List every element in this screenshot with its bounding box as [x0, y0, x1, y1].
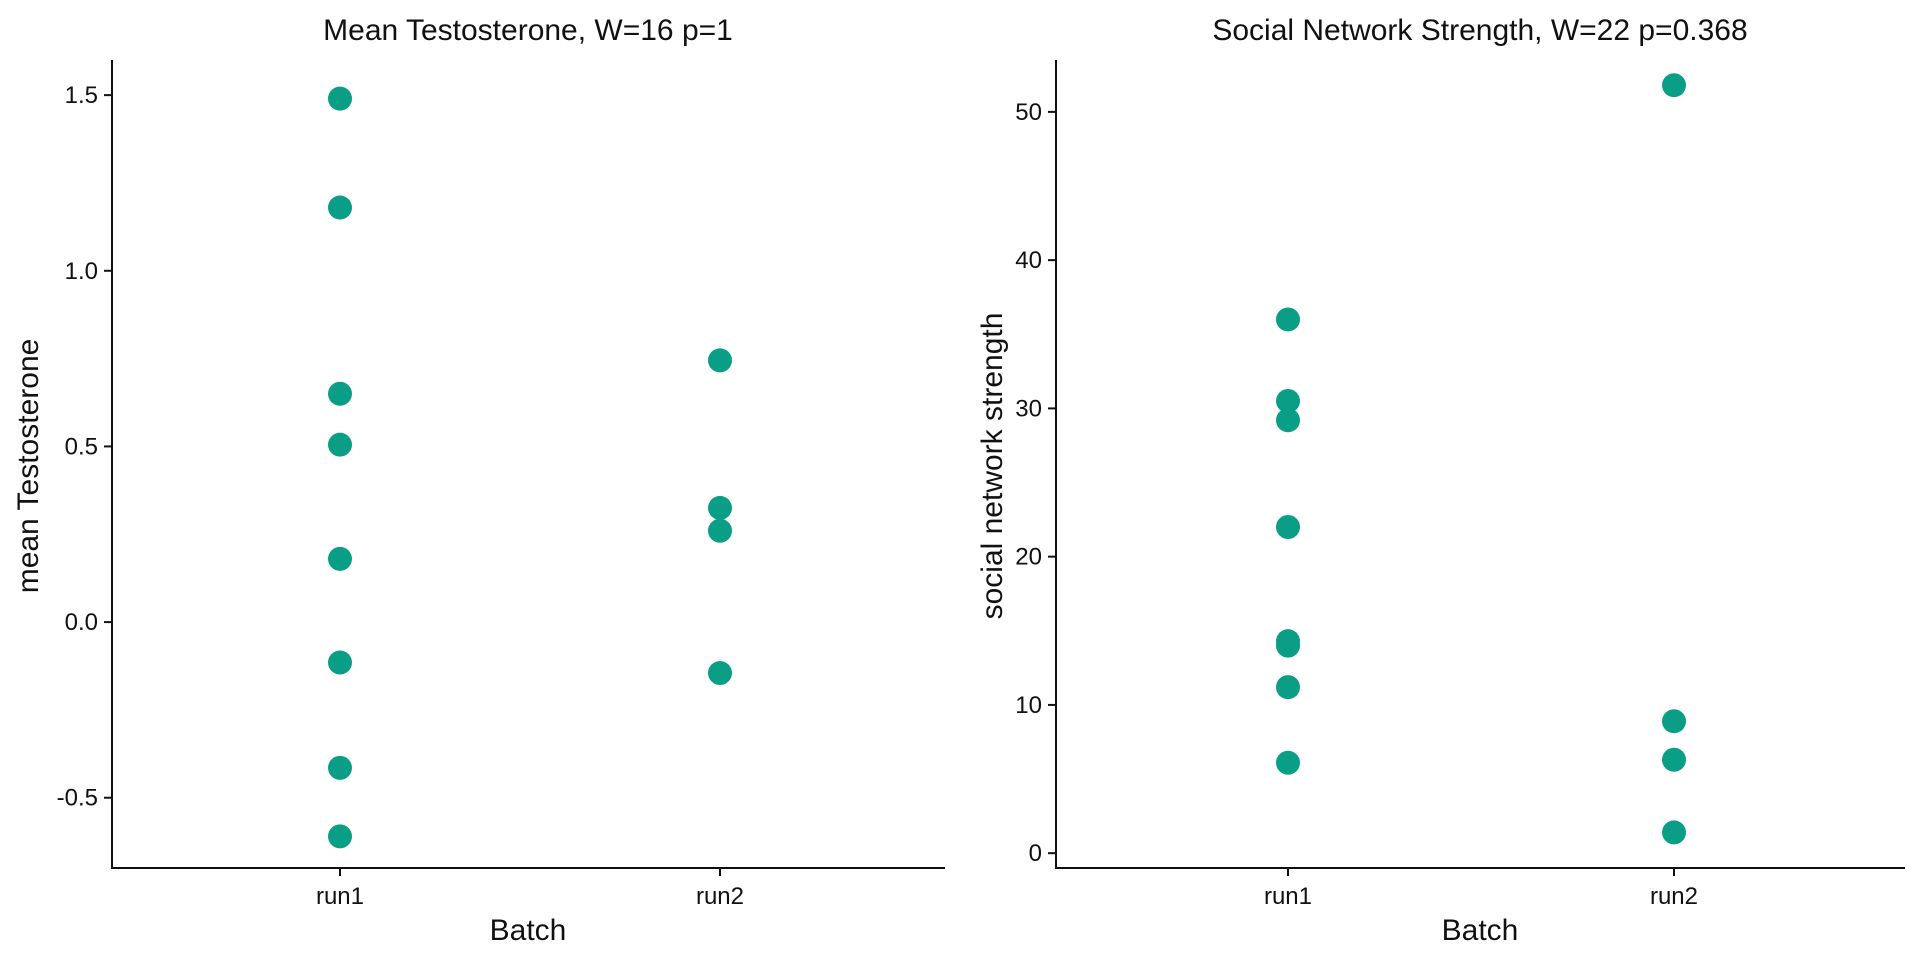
- data-point: [708, 661, 732, 686]
- data-point: [1276, 388, 1300, 413]
- x-axis-label: Batch: [1442, 914, 1519, 947]
- y-tick-label: 30: [1015, 395, 1042, 422]
- y-axis-label: mean Testosterone: [12, 339, 45, 594]
- y-tick-label: 40: [1015, 247, 1042, 274]
- data-point: [1276, 307, 1300, 332]
- x-tick-label: run2: [696, 883, 744, 910]
- data-point: [328, 381, 352, 406]
- y-tick-label: 0.0: [65, 609, 98, 636]
- y-tick-label: 0.5: [65, 433, 98, 460]
- data-point: [328, 824, 352, 849]
- data-point: [328, 195, 352, 220]
- x-tick-label: run2: [1650, 883, 1698, 910]
- y-tick-label: 10: [1015, 692, 1042, 719]
- panel-social-network-strength: Social Network Strength, W=22 p=0.368 so…: [976, 14, 1905, 947]
- data-point: [1276, 515, 1300, 540]
- chart-title: Mean Testosterone, W=16 p=1: [323, 14, 733, 47]
- data-point: [708, 495, 732, 520]
- data-point: [1662, 73, 1686, 98]
- x-axis-label: Batch: [490, 914, 567, 947]
- y-ticks: 0 10 20 30 40 50: [1015, 99, 1056, 867]
- x-tick-label: run1: [316, 883, 364, 910]
- data-point: [1662, 747, 1686, 772]
- y-ticks: -0.5 0.0 0.5 1.0 1.5: [57, 82, 112, 812]
- data-point: [328, 432, 352, 457]
- x-ticks: run1 run2: [1264, 868, 1698, 910]
- data-point: [1276, 675, 1300, 700]
- data-point: [1276, 750, 1300, 775]
- data-point: [708, 518, 732, 543]
- data-point: [1276, 633, 1300, 658]
- data-point: [328, 650, 352, 675]
- data-point: [328, 546, 352, 571]
- y-tick-label: -0.5: [57, 785, 98, 812]
- y-tick-label: 1.0: [65, 258, 98, 285]
- y-tick-label: 50: [1015, 99, 1042, 126]
- data-point: [328, 755, 352, 780]
- data-point: [1662, 820, 1686, 845]
- panel-mean-testosterone: Mean Testosterone, W=16 p=1 mean Testost…: [12, 14, 945, 947]
- data-point: [1276, 408, 1300, 433]
- x-tick-label: run1: [1264, 883, 1312, 910]
- y-axis-label: social network strength: [976, 313, 1009, 620]
- data-point: [708, 348, 732, 373]
- data-point: [1662, 709, 1686, 734]
- chart-title: Social Network Strength, W=22 p=0.368: [1212, 14, 1747, 47]
- data-points: [328, 86, 732, 849]
- y-tick-label: 0: [1029, 840, 1042, 867]
- y-tick-label: 1.5: [65, 82, 98, 109]
- data-points: [1276, 73, 1686, 845]
- y-tick-label: 20: [1015, 544, 1042, 571]
- x-ticks: run1 run2: [316, 868, 744, 910]
- data-point: [328, 86, 352, 111]
